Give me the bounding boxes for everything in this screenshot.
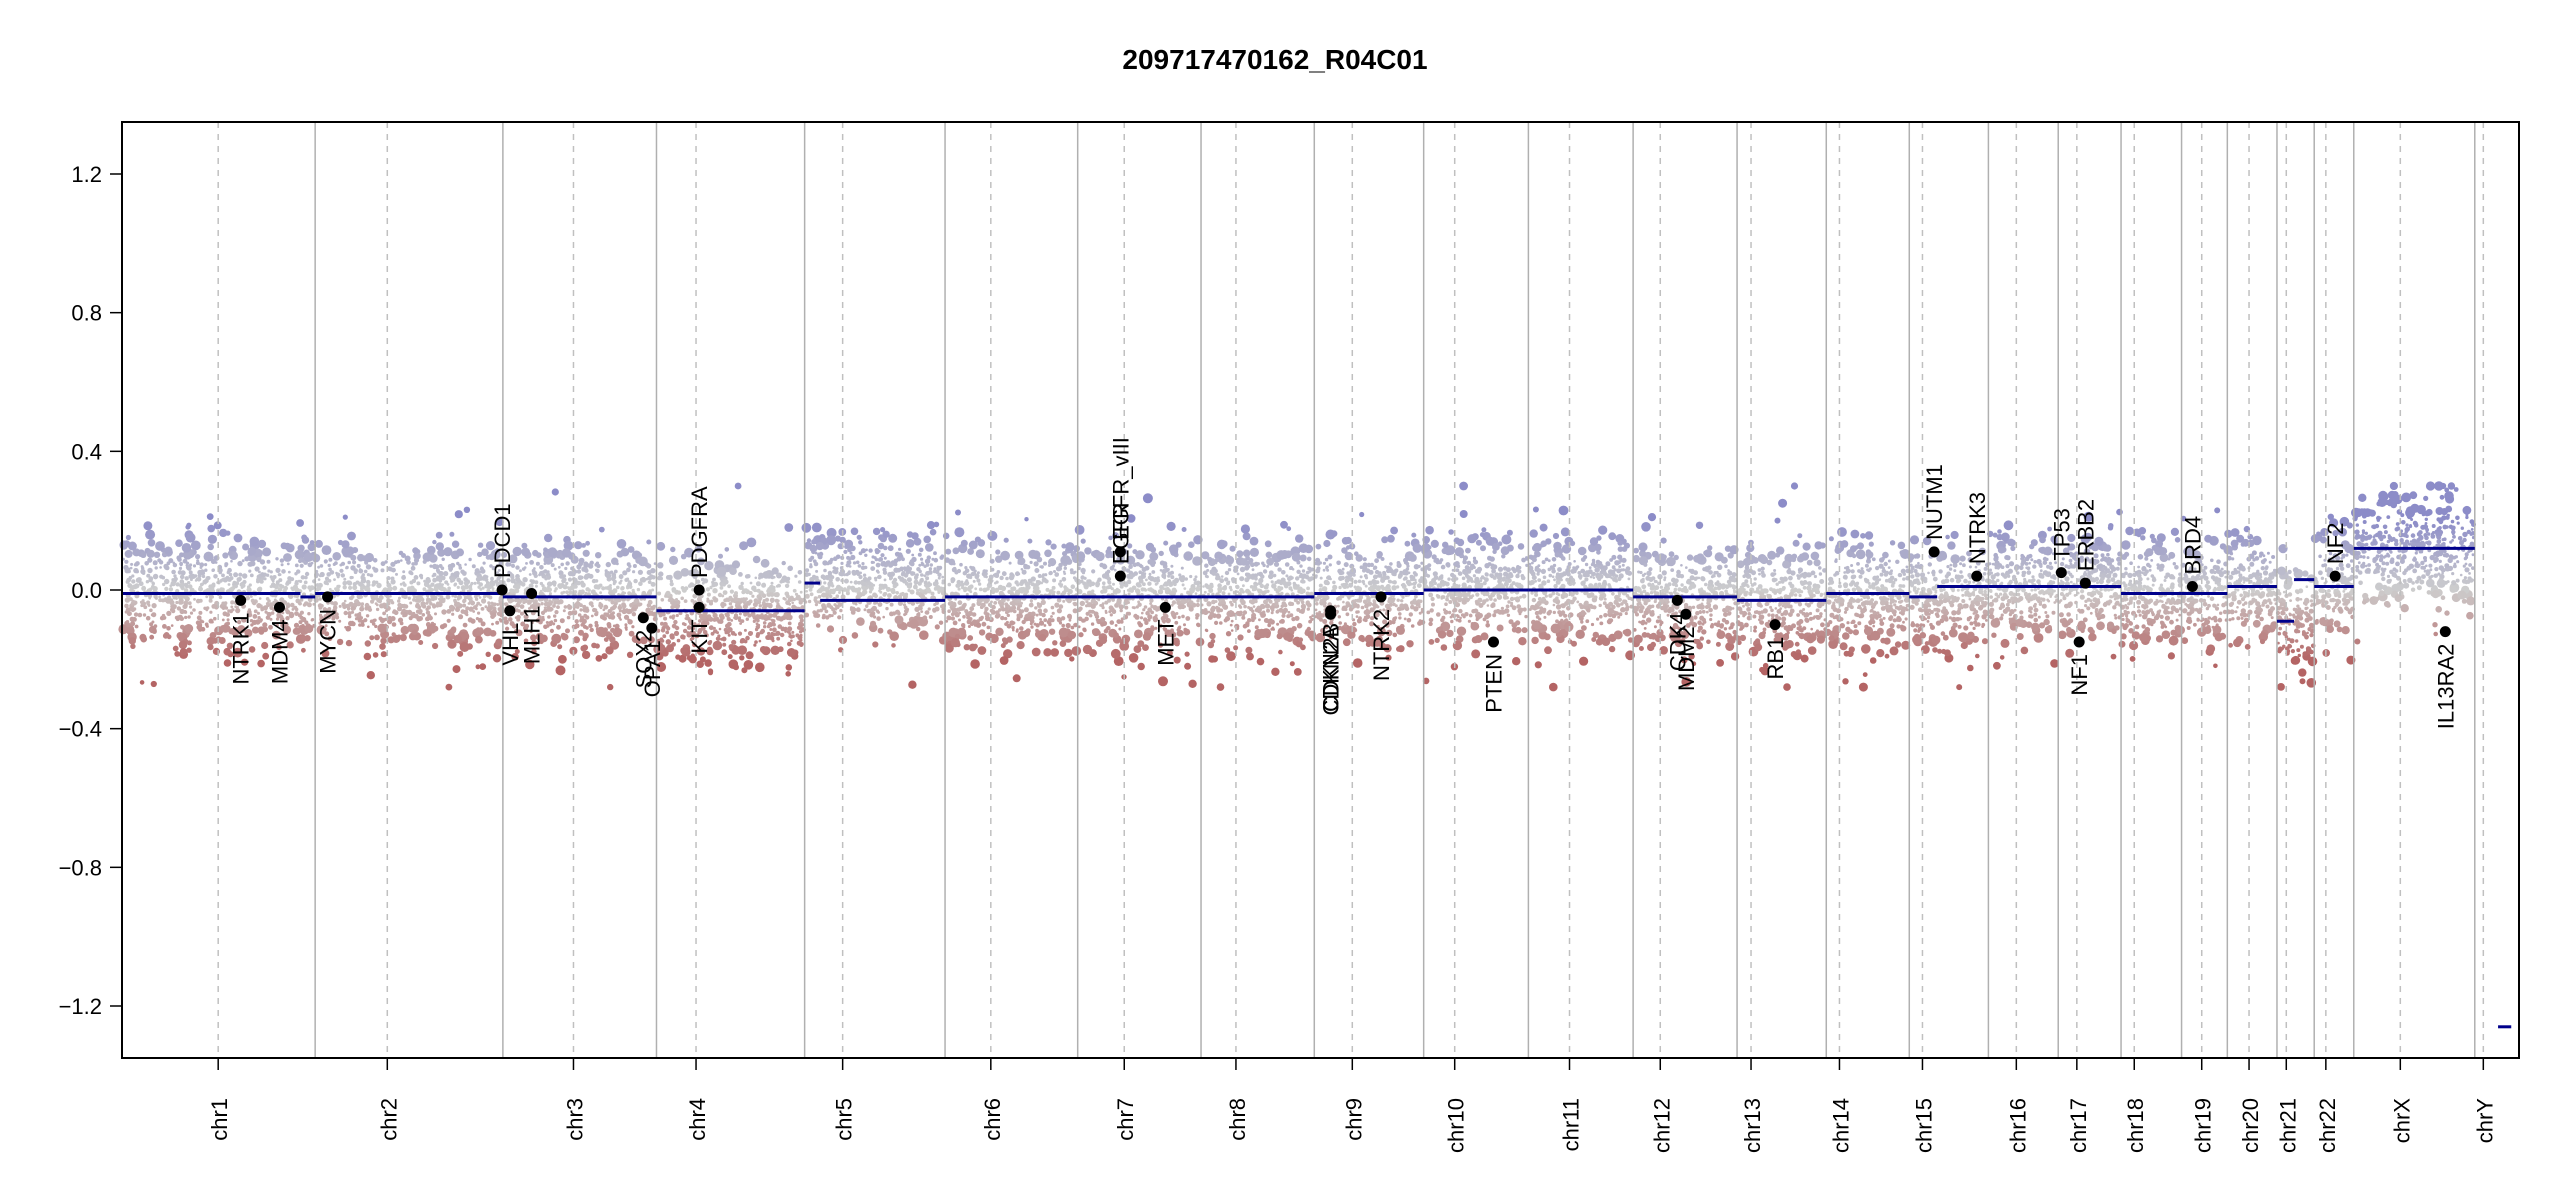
y-tick-label: −0.4: [59, 717, 102, 742]
gene-label: NF1: [2067, 654, 2092, 696]
gene-point: [2079, 577, 2091, 589]
gene-point: [526, 587, 538, 599]
chromosome-label: chr1: [207, 1098, 232, 1141]
chromosome-label: chr3: [562, 1098, 587, 1141]
gene-label: MYCN: [316, 609, 341, 674]
chromosome-label: chr13: [1740, 1098, 1765, 1153]
y-tick-label: 0.8: [71, 301, 102, 326]
chromosome-label: chr19: [2191, 1098, 2216, 1153]
gene-point: [1769, 619, 1781, 631]
gene-label: MET: [1153, 619, 1178, 665]
chromosome-label: chr20: [2238, 1098, 2263, 1153]
gene-point: [235, 594, 247, 606]
gene-label: PDGFRA: [687, 486, 712, 578]
scatter-background-layer: [118, 481, 2476, 692]
chromosome-label: chr4: [685, 1098, 710, 1141]
gene-point: [693, 601, 705, 613]
chromosome-label: chr10: [1444, 1098, 1469, 1153]
gene-point: [1114, 546, 1126, 558]
y-tick-label: 0.0: [71, 578, 102, 603]
chromosome-label: chr15: [1911, 1098, 1936, 1153]
chromosome-label: chr22: [2315, 1098, 2340, 1153]
gene-point: [1159, 601, 1171, 613]
chromosome-grid: [217, 122, 2485, 1058]
gene-point: [1671, 594, 1683, 606]
y-tick-label: −0.8: [59, 855, 102, 880]
chromosome-label: chr21: [2275, 1098, 2300, 1153]
chromosome-label: chr8: [1225, 1098, 1250, 1141]
gene-label: EGFR_vIII: [1108, 437, 1133, 540]
chromosome-label: chr9: [1341, 1098, 1366, 1141]
chromosome-label: chr6: [980, 1098, 1005, 1141]
gene-label: MLH1: [520, 605, 545, 664]
gene-label: SOX2: [631, 630, 656, 689]
segment-layer: [122, 546, 2512, 1029]
gene-point: [1375, 591, 1387, 603]
y-tick-label: 1.2: [71, 162, 102, 187]
chromosome-label: chrY: [2472, 1098, 2497, 1144]
chromosome-label: chr12: [1649, 1098, 1674, 1153]
gene-point: [496, 584, 508, 596]
gene-label: OPA1: [640, 640, 665, 697]
y-tick-label: −1.2: [59, 994, 102, 1019]
gene-point: [2439, 626, 2451, 638]
gene-point: [1487, 636, 1499, 648]
gene-point: [646, 622, 658, 634]
chromosome-label: chr11: [1559, 1098, 1584, 1151]
axes-layer: chr1 chr2 chr3 chr4 chr5 chr6 chr7 chr8 chr9 chr1…: [59, 121, 2520, 1153]
gene-point: [2329, 570, 2341, 582]
gene-label: IL13RA2: [2433, 644, 2458, 730]
gene-label: NUTM1: [1922, 464, 1947, 540]
gene-point: [2055, 567, 2067, 579]
gene-point: [693, 584, 705, 596]
gene-point: [1680, 608, 1692, 620]
gene-label: MDM2: [1674, 626, 1699, 691]
gene-point: [2186, 581, 2198, 593]
gene-point: [1928, 546, 1940, 558]
gene-label: CDK4: [1665, 612, 1690, 671]
y-tick-label: 0.4: [71, 439, 102, 464]
gene-label: EGFR: [1108, 503, 1133, 564]
gene-label: KIT: [687, 619, 712, 653]
chart-title: 209717470162_R04C01: [1122, 44, 1428, 75]
gene-point: [504, 605, 516, 617]
chromosome-label: chr7: [1113, 1098, 1138, 1141]
gene-label: NF2: [2323, 523, 2348, 565]
chromosome-label: chr2: [376, 1098, 401, 1141]
chromosome-label: chr14: [1828, 1098, 1853, 1153]
gene-label: NTRK3: [1965, 492, 1990, 564]
chromosome-label: chr17: [2066, 1098, 2091, 1153]
gene-point: [322, 591, 334, 603]
gene-point: [2073, 636, 2085, 648]
gene-label: NTRK2: [1369, 609, 1394, 681]
gene-label: TP53: [2049, 508, 2074, 561]
gene-label: PDCD1: [490, 503, 515, 578]
chromosome-label: chr18: [2123, 1098, 2148, 1153]
gene-label: CDKN2B: [1319, 623, 1344, 712]
gene-label: MDM4: [267, 619, 292, 684]
gene-point: [273, 601, 285, 613]
gene-label: NTRK1: [229, 612, 254, 684]
chromosome-label: chr5: [832, 1098, 857, 1141]
chromosome-label: chr16: [2005, 1098, 2030, 1153]
gene-point: [637, 612, 649, 624]
gene-label: VHL: [498, 623, 523, 666]
gene-label: CDKN2A: [1319, 626, 1344, 716]
gene-point: [1114, 570, 1126, 582]
gene-label: ERBB2: [2073, 499, 2098, 571]
gene-label: RB1: [1763, 637, 1788, 680]
gene-label: BRD4: [2180, 516, 2205, 575]
gene-point: [1325, 605, 1337, 617]
chromosome-label: chrX: [2389, 1098, 2414, 1144]
gene-label: PTEN: [1481, 654, 1506, 713]
gene-point: [1971, 570, 1983, 582]
